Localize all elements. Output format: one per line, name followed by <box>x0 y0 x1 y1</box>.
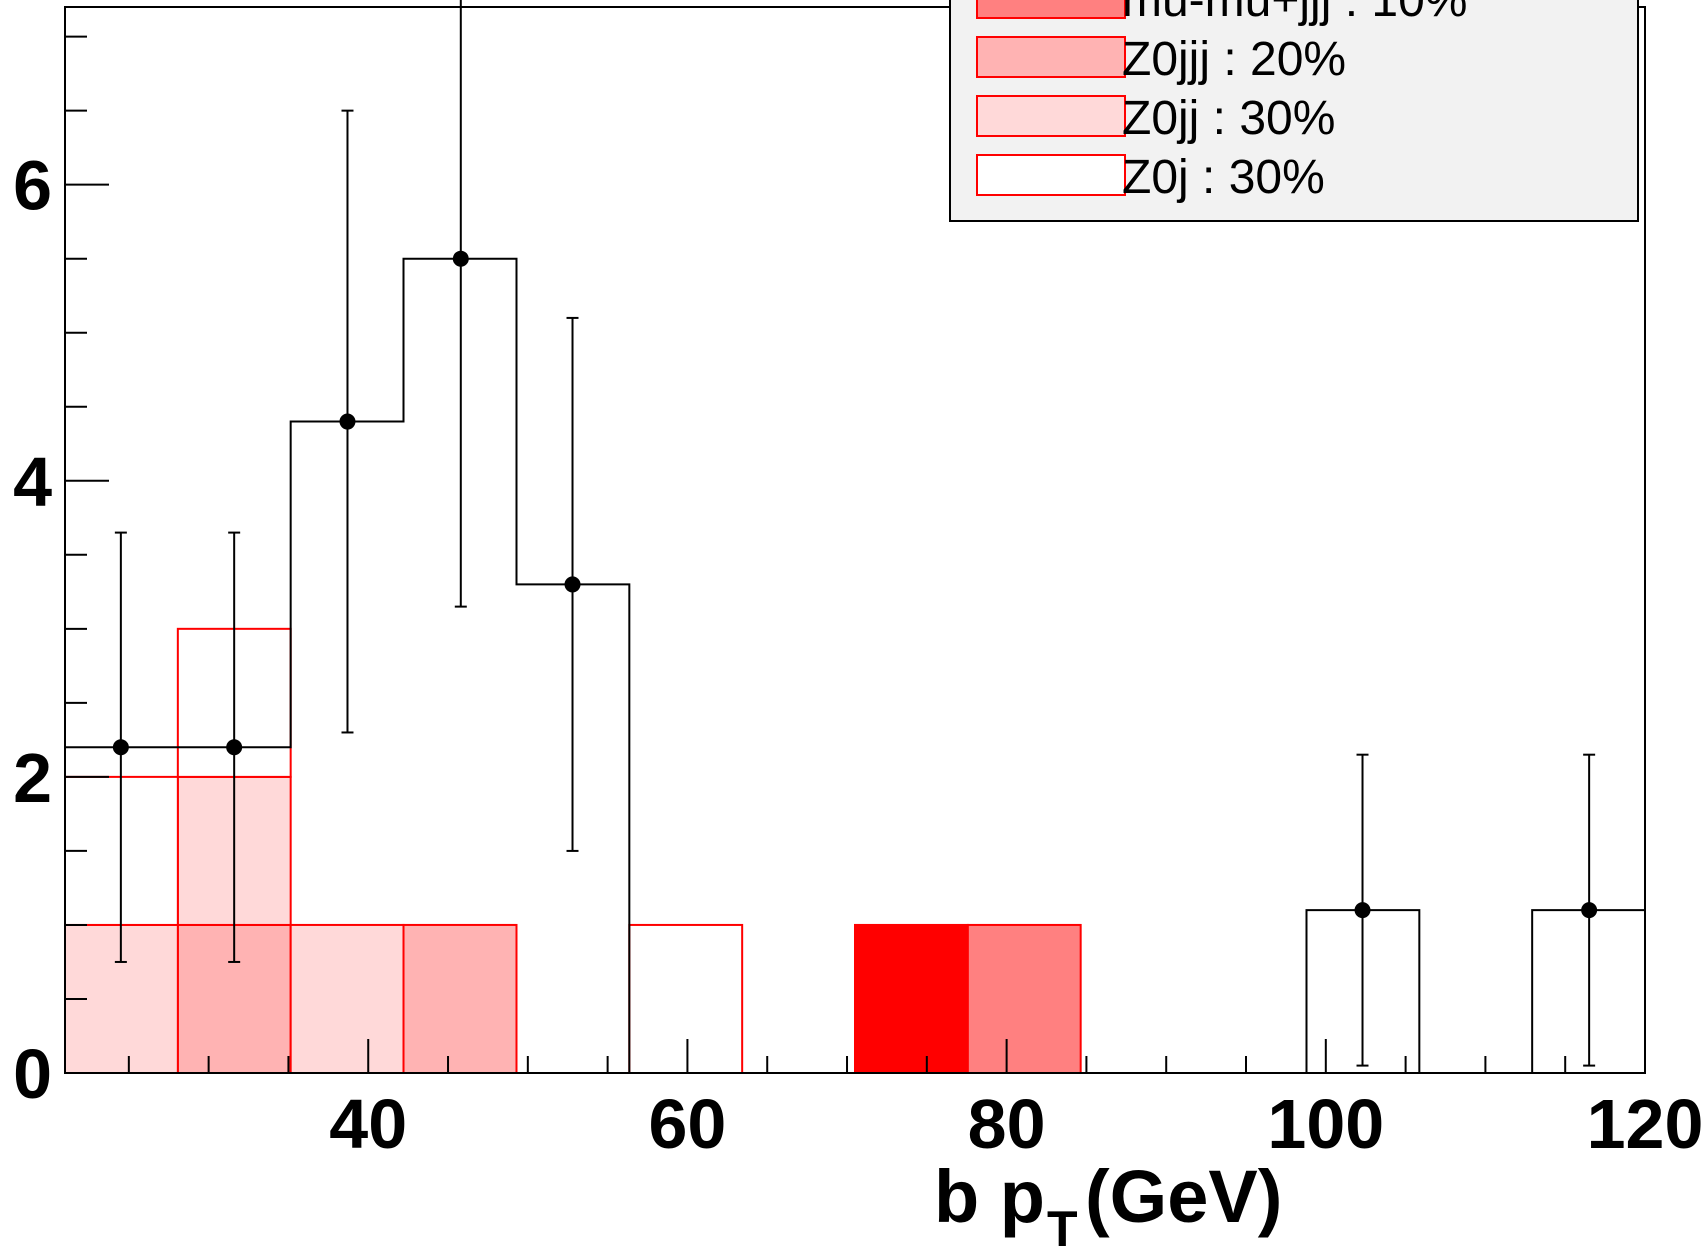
y-tick-label: 0 <box>13 1035 52 1113</box>
axes: 0 2 4 6 40 60 80 100 120 <box>13 6 1702 1163</box>
legend-swatch <box>976 95 1126 137</box>
y-tick-label: 2 <box>13 739 52 817</box>
x-axis-title-unit: (GeV) <box>1085 1155 1282 1238</box>
plot-frame <box>64 6 1646 1074</box>
x-tick-label: 40 <box>329 1085 407 1163</box>
data-point <box>226 739 243 756</box>
axis-labels: b p T (GeV) <box>934 1155 1282 1257</box>
legend-label: Z0j : 30% <box>1122 151 1325 204</box>
legend-label: Z0jjj : 20% <box>1122 33 1346 86</box>
bar-series-1-bin-8 <box>966 923 1082 1075</box>
legend-swatch <box>976 0 1126 19</box>
data-point <box>564 576 581 593</box>
data-point <box>1581 902 1598 919</box>
bar-series-2-bin-3 <box>402 923 518 1075</box>
data-point <box>1354 902 1371 919</box>
bar-series-4-bin-5 <box>628 923 744 1075</box>
data-points <box>112 0 1598 1067</box>
legend-swatch <box>976 154 1126 196</box>
bar-series-0-bin-7 <box>854 923 969 1075</box>
y-tick-label: 4 <box>13 443 52 521</box>
data-point <box>112 739 129 756</box>
legend: mu-mu+jjj : 10% Z0jjj : 20% Z0jj : 30% Z0j … <box>949 0 1639 222</box>
bar-series-3-bin-2 <box>289 923 405 1075</box>
legend-swatch <box>976 36 1126 78</box>
x-tick-label: 60 <box>648 1085 726 1163</box>
legend-label: mu-mu+jjj : 10% <box>1122 0 1467 27</box>
legend-label: Z0jj : 30% <box>1122 92 1335 145</box>
x-axis-title-subscript: T <box>1047 1201 1078 1257</box>
data-point <box>339 413 356 430</box>
x-tick-label: 100 <box>1267 1085 1384 1163</box>
y-tick-label: 6 <box>13 147 52 225</box>
data-point <box>452 250 469 267</box>
x-tick-label: 80 <box>968 1085 1046 1163</box>
x-tick-label: 120 <box>1587 1085 1702 1163</box>
x-axis-title: b p <box>934 1155 1045 1238</box>
stacked-bars <box>64 627 1645 1075</box>
